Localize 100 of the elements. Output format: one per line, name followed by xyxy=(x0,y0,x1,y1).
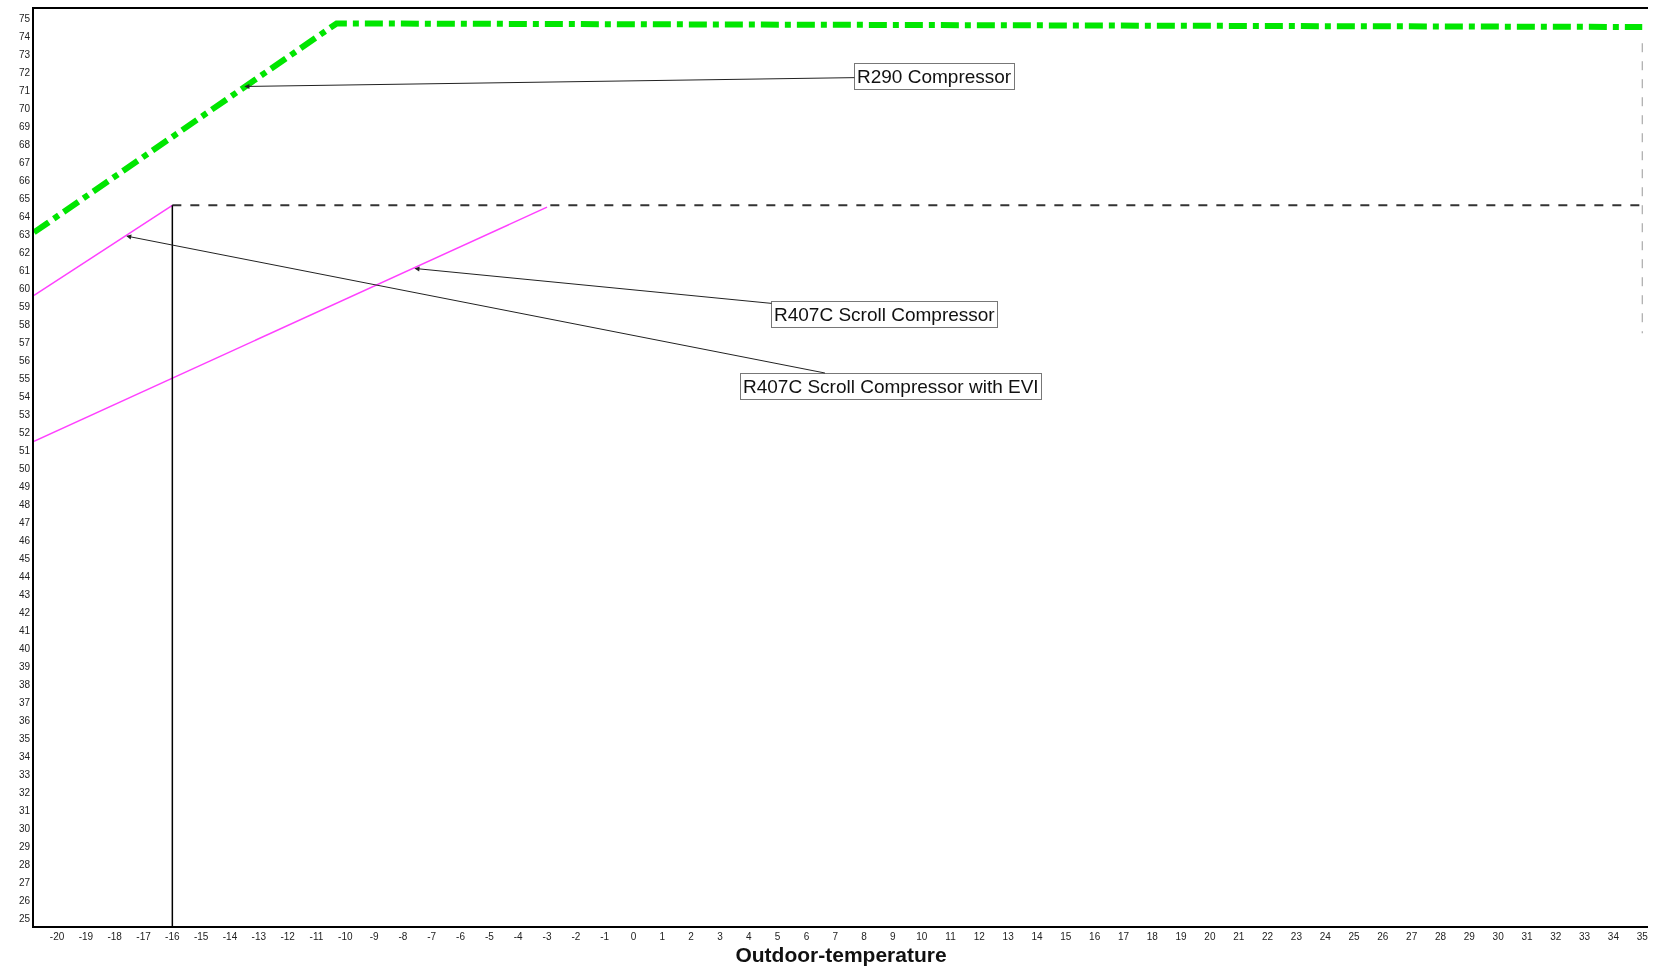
x-tick-label: 25 xyxy=(1348,931,1361,942)
y-tick-label: 55 xyxy=(18,372,31,384)
y-tick-label: 73 xyxy=(18,48,31,60)
x-tick-label: 23 xyxy=(1290,931,1303,942)
y-tick-label: 61 xyxy=(18,264,31,276)
x-tick-label: 19 xyxy=(1175,931,1188,942)
x-tick-label: 4 xyxy=(745,931,752,942)
y-tick-label: 72 xyxy=(18,66,31,78)
y-tick-label: 62 xyxy=(18,246,31,258)
y-tick-label: 29 xyxy=(18,841,31,853)
x-tick-label: -11 xyxy=(309,931,324,942)
y-tick-label: 52 xyxy=(18,426,31,438)
x-tick-label: 10 xyxy=(916,931,928,942)
y-tick-label: 42 xyxy=(18,607,31,619)
y-tick-label: 60 xyxy=(18,282,31,294)
y-tick-label: 64 xyxy=(18,210,31,222)
x-tick-label: -16 xyxy=(165,931,181,942)
x-tick-label: -15 xyxy=(193,931,209,942)
y-tick-label: 26 xyxy=(18,895,31,907)
x-tick-label: 3 xyxy=(717,931,724,942)
x-tick-label: 9 xyxy=(890,931,897,942)
x-tick-label: -4 xyxy=(513,931,524,942)
x-tick-label: 18 xyxy=(1146,931,1159,942)
x-tick-label: -9 xyxy=(369,931,379,942)
x-tick-label: -7 xyxy=(427,931,437,942)
x-tick-label: 31 xyxy=(1521,931,1533,942)
y-tick-label: 39 xyxy=(18,661,31,673)
x-tick-label: 29 xyxy=(1463,931,1476,942)
x-tick-label: 0 xyxy=(630,931,637,942)
annotation: R407C Scroll Compressor with EVI xyxy=(743,376,1039,397)
y-tick-label: 46 xyxy=(18,534,31,546)
y-tick-label: 63 xyxy=(18,228,31,240)
y-tick-label: 48 xyxy=(18,498,31,510)
y-tick-label: 66 xyxy=(18,174,31,186)
y-tick-label: 75 xyxy=(18,12,31,24)
x-tick-label: -1 xyxy=(600,931,610,942)
y-tick-label: 54 xyxy=(18,390,31,402)
x-tick-label: 27 xyxy=(1406,931,1418,942)
y-tick-label: 25 xyxy=(18,913,31,925)
y-tick-label: 34 xyxy=(18,751,31,763)
y-tick-label: 27 xyxy=(18,877,31,889)
y-tick-label: 70 xyxy=(18,102,31,114)
x-tick-label: -8 xyxy=(398,931,408,942)
y-tick-label: 44 xyxy=(18,571,31,582)
y-tick-label: 69 xyxy=(18,120,31,132)
x-tick-label: -5 xyxy=(484,931,495,942)
y-tick-label: 36 xyxy=(18,715,31,727)
y-tick-label: 30 xyxy=(18,823,31,835)
x-tick-label: 28 xyxy=(1434,931,1447,942)
x-tick-label: 20 xyxy=(1204,931,1216,942)
x-tick-label: 22 xyxy=(1262,931,1274,942)
y-tick-label: 67 xyxy=(18,156,31,168)
x-tick-label: -10 xyxy=(338,931,353,942)
x-tick-label: 6 xyxy=(803,931,810,942)
y-tick-label: 74 xyxy=(18,30,31,42)
x-tick-label: 17 xyxy=(1117,931,1130,942)
x-tick-label: 33 xyxy=(1579,931,1591,942)
y-tick-label: 41 xyxy=(18,625,31,637)
y-tick-label: 32 xyxy=(18,787,31,799)
x-tick-label: -6 xyxy=(456,931,466,942)
x-tick-label: 2 xyxy=(688,931,695,942)
x-tick-label: 15 xyxy=(1060,931,1072,942)
y-tick-label: 40 xyxy=(18,643,31,655)
x-tick-label: 32 xyxy=(1550,931,1562,942)
x-tick-label: 1 xyxy=(659,931,666,942)
x-tick-label: -18 xyxy=(107,931,123,942)
x-tick-label: 13 xyxy=(1002,931,1015,942)
x-tick-label: -19 xyxy=(78,931,94,942)
x-tick-label: -12 xyxy=(280,931,296,942)
x-tick-label: 7 xyxy=(832,931,839,942)
x-tick-label: -13 xyxy=(251,931,267,942)
x-tick-label: 8 xyxy=(861,931,868,942)
y-tick-label: 28 xyxy=(18,859,31,871)
y-tick-label: 35 xyxy=(18,733,31,745)
y-tick-label: 43 xyxy=(18,589,31,601)
x-axis-title: Outdoor-temperature xyxy=(735,942,947,966)
y-tick-label: 49 xyxy=(18,480,31,492)
y-tick-label: 71 xyxy=(18,84,31,96)
y-tick-label: 68 xyxy=(18,138,31,150)
y-tick-label: 58 xyxy=(18,318,31,330)
annotation: R290 Compressor xyxy=(857,66,1012,87)
annotation: R407C Scroll Compressor xyxy=(774,304,996,325)
x-tick-label: 35 xyxy=(1636,931,1649,942)
x-tick-label: 34 xyxy=(1607,931,1620,942)
y-tick-label: 65 xyxy=(18,192,31,204)
x-tick-label: -17 xyxy=(136,931,152,942)
y-tick-label: 59 xyxy=(18,300,31,312)
x-tick-label: 24 xyxy=(1319,931,1332,942)
y-tick-label: 57 xyxy=(18,336,31,348)
y-tick-label: 50 xyxy=(18,462,31,474)
x-tick-label: 12 xyxy=(973,931,986,942)
y-tick-label: 47 xyxy=(18,516,31,528)
y-tick-label: 38 xyxy=(18,679,31,691)
y-tick-label: 31 xyxy=(18,805,31,817)
x-tick-label: 11 xyxy=(945,931,957,942)
y-tick-label: 51 xyxy=(18,444,31,456)
x-tick-label: -20 xyxy=(49,931,65,942)
x-tick-label: -2 xyxy=(571,931,581,942)
y-tick-label: 56 xyxy=(18,354,31,366)
x-tick-label: -14 xyxy=(222,931,238,942)
